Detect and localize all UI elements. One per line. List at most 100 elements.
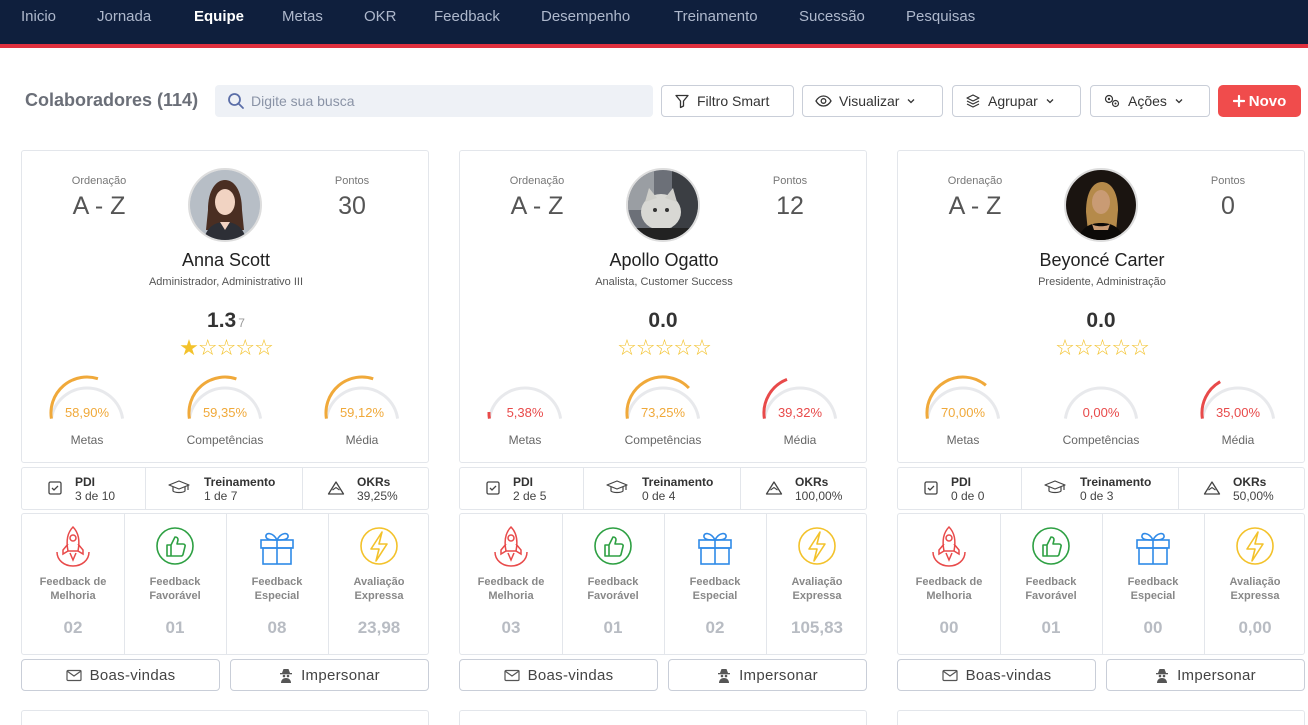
rating-score: 1.3 7 bbox=[22, 309, 430, 333]
collaborator-role: Administrador, Administrativo III bbox=[148, 276, 304, 288]
avatar[interactable] bbox=[1064, 168, 1138, 242]
impersonar-button[interactable]: Impersonar bbox=[230, 659, 429, 691]
feedback-melhoria-label: Feedback de Melhoria bbox=[898, 575, 1000, 603]
label-line: Melhoria bbox=[50, 590, 96, 602]
feedback-favoravel-cell[interactable]: Feedback Favorável 01 bbox=[562, 514, 664, 654]
divider bbox=[328, 514, 329, 654]
collaborator-card[interactable]: Ordenação A - Z Pontos 0 Beyoncé Carter … bbox=[897, 150, 1305, 463]
gauge-media-label: Média bbox=[1221, 433, 1255, 447]
feedback-favoravel-cell[interactable]: Feedback Favorável 01 bbox=[1000, 514, 1102, 654]
pdi-cell[interactable]: PDI 0 de 0 bbox=[898, 468, 1021, 509]
feedback-melhoria-cell[interactable]: Feedback de Melhoria 03 bbox=[460, 514, 562, 654]
nav-item-jornada[interactable]: Jornada bbox=[97, 8, 152, 25]
gauge-media-value: 35,00% bbox=[1215, 405, 1261, 420]
feedback-melhoria-label: Feedback de Melhoria bbox=[22, 575, 124, 603]
avaliacao-expressa-cell[interactable]: Avaliação Expressa 23,98 bbox=[328, 514, 430, 654]
rating-star: ☆ bbox=[1055, 335, 1075, 360]
feedback-favoravel-cell[interactable]: Feedback Favorável 01 bbox=[124, 514, 226, 654]
gauge-metas-label: Metas bbox=[946, 433, 980, 447]
impersonar-label: Impersonar bbox=[301, 666, 380, 684]
search-box[interactable] bbox=[215, 85, 653, 117]
rating-star: ☆ bbox=[254, 335, 274, 360]
okrs-cell[interactable]: OKRs 39,25% bbox=[303, 468, 428, 509]
label-line: Melhoria bbox=[488, 590, 534, 602]
nav-item-sucessao[interactable]: Sucessão bbox=[799, 8, 865, 25]
treinamento-cell[interactable]: Treinamento 1 de 7 bbox=[146, 468, 302, 509]
progress-summary: PDI 3 de 10 Treinamento 1 de 7 OKRs 39,2… bbox=[21, 467, 429, 510]
nav-item-inicio[interactable]: Inicio bbox=[21, 8, 57, 25]
gauge-metas-label: Metas bbox=[508, 433, 542, 447]
impersonar-button[interactable]: Impersonar bbox=[668, 659, 867, 691]
nav-item-treinamento[interactable]: Treinamento bbox=[674, 8, 758, 25]
feedback-melhoria-cell[interactable]: Feedback de Melhoria 02 bbox=[22, 514, 124, 654]
boas-vindas-button[interactable]: Boas-vindas bbox=[897, 659, 1096, 691]
gauge-media: 59,12% Média bbox=[312, 373, 412, 453]
gauge-metas: 70,00% Metas bbox=[913, 373, 1013, 453]
collaborator-name[interactable]: Apollo Ogatto bbox=[609, 250, 719, 270]
collaborator-card[interactable]: Ordenação A - Z Pontos 12 Apollo Ogatto … bbox=[459, 150, 867, 463]
graduation-cap-icon bbox=[1044, 480, 1066, 494]
search-icon bbox=[228, 93, 244, 109]
boas-vindas-button[interactable]: Boas-vindas bbox=[21, 659, 220, 691]
gauge-competencias-label: Competências bbox=[624, 433, 702, 447]
thumbs-up-icon bbox=[156, 527, 194, 565]
filter-smart-button[interactable]: Filtro Smart bbox=[661, 85, 794, 117]
agrupar-button[interactable]: Agrupar bbox=[952, 85, 1081, 117]
graduation-cap-icon bbox=[168, 480, 190, 494]
chevron-down-icon bbox=[1175, 99, 1183, 104]
okrs-cell[interactable]: OKRs 50,00% bbox=[1179, 468, 1304, 509]
feedback-favoravel-label: Feedback Favorável bbox=[562, 575, 664, 603]
feedback-melhoria-cell[interactable]: Feedback de Melhoria 00 bbox=[898, 514, 1000, 654]
ordenacao-value: A - Z bbox=[72, 192, 126, 220]
label-line: Especial bbox=[1130, 590, 1176, 602]
acoes-button[interactable]: Ações bbox=[1090, 85, 1210, 117]
nav-item-desempenho[interactable]: Desempenho bbox=[541, 8, 631, 25]
triangle-icon bbox=[765, 481, 783, 495]
nav-item-okr[interactable]: OKR bbox=[364, 8, 397, 25]
feedback-favoravel-value: 01 bbox=[1041, 618, 1061, 637]
treinamento-cell[interactable]: Treinamento 0 de 4 bbox=[584, 468, 740, 509]
gauge-competencias-value: 0,00% bbox=[1082, 405, 1120, 420]
impersonar-button[interactable]: Impersonar bbox=[1106, 659, 1305, 691]
acoes-label: Ações bbox=[1128, 93, 1167, 109]
pdi-cell[interactable]: PDI 2 de 5 bbox=[460, 468, 583, 509]
pontos-label: Pontos bbox=[334, 175, 370, 187]
avatar[interactable] bbox=[188, 168, 262, 242]
layers-icon bbox=[966, 94, 980, 108]
collaborator-name[interactable]: Beyoncé Carter bbox=[1039, 250, 1165, 270]
boas-vindas-button[interactable]: Boas-vindas bbox=[459, 659, 658, 691]
envelope-icon bbox=[503, 669, 520, 681]
new-button-label: Novo bbox=[1248, 92, 1287, 110]
chevron-down-icon bbox=[1046, 99, 1054, 104]
nav-item-feedback[interactable]: Feedback bbox=[434, 8, 500, 25]
treinamento-cell[interactable]: Treinamento 0 de 3 bbox=[1022, 468, 1178, 509]
divider bbox=[1102, 514, 1103, 654]
pdi-cell[interactable]: PDI 3 de 10 bbox=[22, 468, 145, 509]
feedback-especial-cell[interactable]: Feedback Especial 08 bbox=[226, 514, 328, 654]
nav-item-equipe[interactable]: Equipe bbox=[194, 8, 245, 25]
feedback-favoravel-label: Feedback Favorável bbox=[1000, 575, 1102, 603]
collaborator-name[interactable]: Anna Scott bbox=[181, 250, 271, 270]
nav-item-pesquisas[interactable]: Pesquisas bbox=[906, 8, 976, 25]
nav-item-metas[interactable]: Metas bbox=[282, 8, 323, 25]
collaborator-card[interactable]: Ordenação A - Z Pontos 30 Anna Scott Adm… bbox=[21, 150, 429, 463]
feedback-especial-cell[interactable]: Feedback Especial 00 bbox=[1102, 514, 1204, 654]
feedback-especial-cell[interactable]: Feedback Especial 02 bbox=[664, 514, 766, 654]
avaliacao-expressa-cell[interactable]: Avaliação Expressa 105,83 bbox=[766, 514, 868, 654]
impersonar-label: Impersonar bbox=[1177, 666, 1256, 684]
collaborator-card-stub bbox=[21, 710, 429, 725]
avaliacao-expressa-cell[interactable]: Avaliação Expressa 0,00 bbox=[1204, 514, 1306, 654]
feedback-favoravel-label: Feedback Favorável bbox=[124, 575, 226, 603]
new-button[interactable]: Novo bbox=[1218, 85, 1301, 117]
treinamento-label: Treinamento bbox=[204, 475, 276, 489]
divider bbox=[124, 514, 125, 654]
divider bbox=[302, 468, 303, 509]
search-input[interactable] bbox=[251, 89, 647, 113]
okrs-cell[interactable]: OKRs 100,00% bbox=[741, 468, 866, 509]
avatar[interactable] bbox=[626, 168, 700, 242]
rating-stars: ☆☆☆☆☆ bbox=[460, 337, 868, 359]
label-line: Feedback de bbox=[477, 576, 545, 588]
pontos-value: 30 bbox=[338, 192, 366, 220]
visualizar-button[interactable]: Visualizar bbox=[802, 85, 943, 117]
label-line: Feedback bbox=[1127, 576, 1179, 588]
